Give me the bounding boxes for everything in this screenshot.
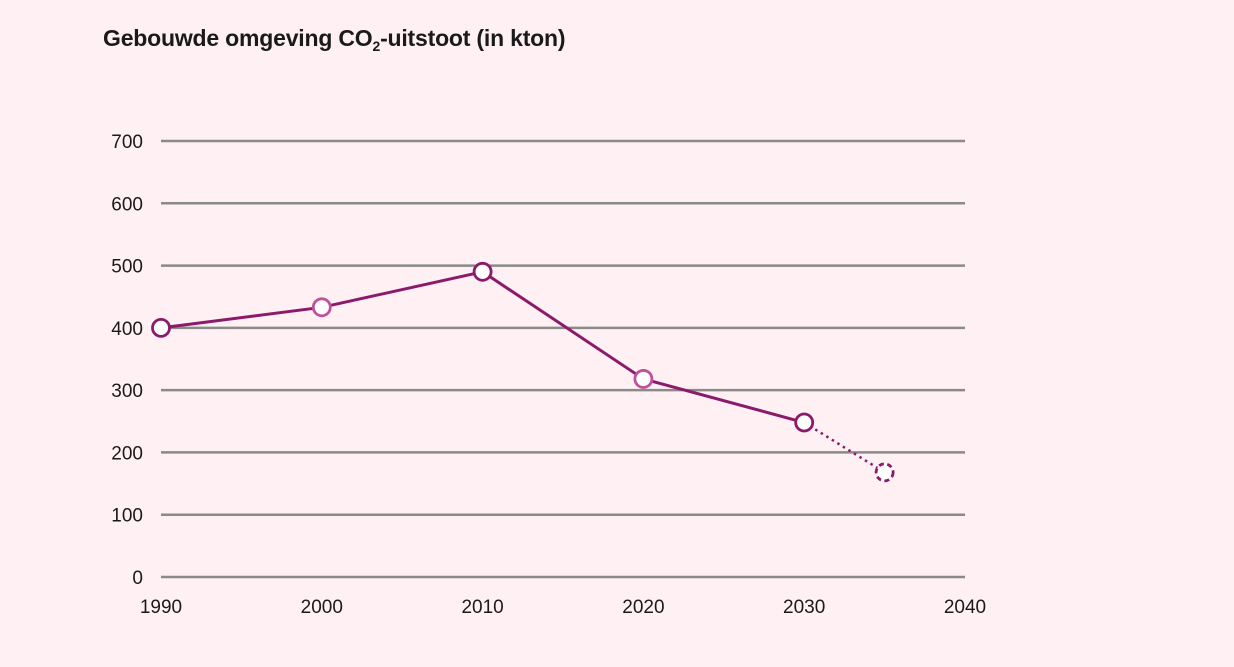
data-point bbox=[311, 297, 332, 318]
y-tick-label: 200 bbox=[111, 443, 143, 464]
x-tick-label: 2040 bbox=[944, 597, 986, 618]
title-subscript: 2 bbox=[372, 38, 381, 54]
series-lines bbox=[160, 270, 886, 474]
x-axis-labels: 1990 2000 2010 2020 2030 2040 bbox=[140, 597, 986, 618]
projection-point bbox=[874, 462, 895, 483]
title-main: Gebouwde omgeving CO bbox=[103, 25, 373, 51]
x-tick-label: 2030 bbox=[783, 597, 825, 618]
data-markers bbox=[151, 261, 895, 483]
data-point bbox=[794, 412, 815, 433]
data-point bbox=[151, 317, 171, 338]
x-tick-label: 2010 bbox=[461, 597, 503, 618]
gridlines bbox=[161, 139, 965, 579]
projection-line bbox=[803, 421, 886, 474]
y-tick-label: 0 bbox=[132, 568, 143, 589]
x-tick-label: 1990 bbox=[140, 597, 182, 618]
y-tick-label: 300 bbox=[111, 381, 143, 402]
y-tick-label: 600 bbox=[111, 194, 143, 215]
y-tick-label: 100 bbox=[111, 506, 143, 527]
y-tick-label: 400 bbox=[111, 319, 143, 340]
chart-title: Gebouwde omgeving CO2-uitstoot (in kton) bbox=[103, 25, 566, 54]
data-point bbox=[633, 369, 654, 389]
x-tick-label: 2000 bbox=[301, 597, 343, 618]
x-tick-label: 2020 bbox=[622, 597, 664, 618]
y-axis-labels: 0 100 200 300 400 500 600 700 bbox=[111, 132, 143, 589]
y-tick-label: 500 bbox=[111, 257, 143, 278]
data-point bbox=[472, 261, 493, 282]
y-tick-label: 700 bbox=[111, 132, 143, 153]
series-line bbox=[160, 270, 805, 424]
title-suffix: -uitstoot (in kton) bbox=[380, 25, 566, 51]
